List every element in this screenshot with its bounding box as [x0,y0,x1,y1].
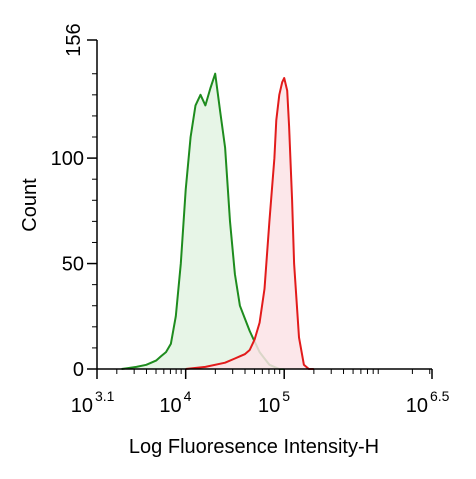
x-tick-exponent: 3.1 [95,388,115,404]
x-tick-exponent: 5 [282,388,290,404]
series-2-area [185,78,314,369]
x-ticks: 10 3.1 10 4 10 5 10 6.5 [71,369,450,417]
y-tick-label: 50 [62,254,84,276]
series-1-area [121,73,285,369]
x-tick-label: 10 [406,395,428,417]
y-tick-label: 100 [51,148,84,170]
y-tick-label: 0 [73,359,84,381]
x-minor-ticks [116,369,431,374]
x-axis-title: Log Fluoresence Intensity-H [129,436,379,458]
x-tick-label: 10 [71,395,93,417]
series-2-line [185,77,314,370]
x-tick-exponent: 4 [184,388,192,404]
series-2 [185,77,314,370]
series-layer [121,72,314,370]
x-tick-exponent: 6.5 [430,388,450,404]
y-ticks: 0 50 100 156 [51,23,97,381]
x-tick-label: 10 [159,395,181,417]
y-axis-title: Count [19,178,41,232]
x-tick-label: 10 [258,395,280,417]
y-tick-label: 156 [63,23,85,56]
